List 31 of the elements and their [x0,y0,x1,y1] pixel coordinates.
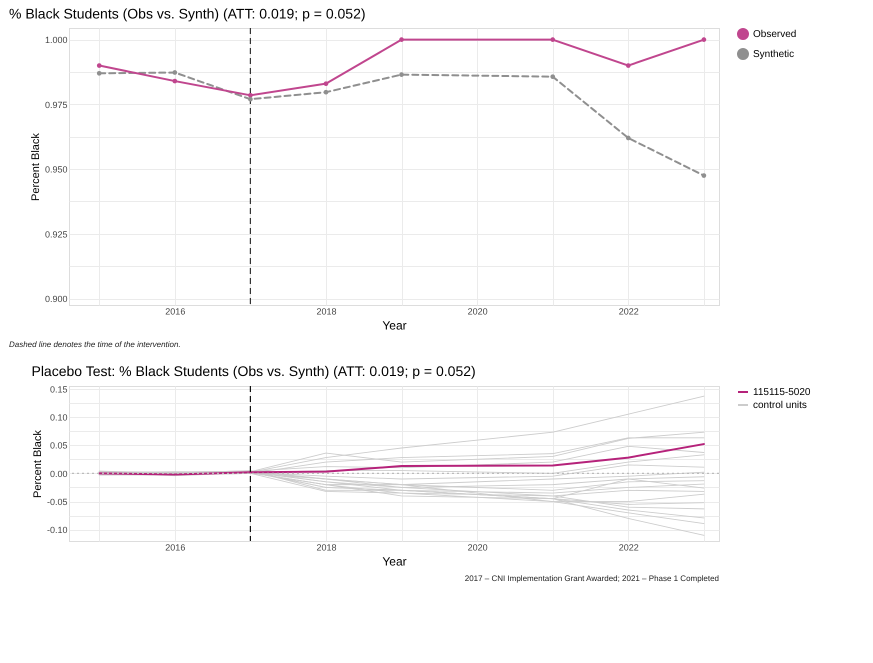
x-tick-label: 2018 [316,542,336,552]
y-tick-label: -0.10 [46,525,68,536]
x-axis-title: Year [382,318,407,332]
x-tick-label: 2022 [618,542,639,552]
chart-title: % Black Students (Obs vs. Synth) (ATT: 0.019; p = 0.052) [9,5,366,22]
y-tick-label: 0.900 [44,294,68,304]
text: 2017 – CNI Implementation Grant Awarded; 2021 – Phase 1 Completed [464,574,719,583]
legend-label: control units [753,400,807,411]
y-tick-label: 1.000 [44,35,68,46]
text: Dashed line denotes the time of the intervention. [9,340,181,349]
y-axis-title: Percent Black [32,430,44,498]
y-axis-title: Percent Black [30,132,42,201]
chart-title: Placebo Test: % Black Students (Obs vs. Synth) (ATT: 0.019; p = 0.052) [31,362,476,379]
y-tick-label: 0.975 [44,100,68,110]
y-tick-label: -0.05 [46,497,68,508]
y-tick-label: 0.925 [44,229,68,240]
legend-label: Synthetic [753,49,794,60]
y-tick-label: 0.00 [50,468,68,479]
x-tick-label: 2018 [316,306,336,316]
y-tick-label: 0.15 [50,384,68,394]
x-tick-label: 2020 [468,306,488,316]
y-tick-label: 0.10 [50,412,68,422]
x-tick-label: 2016 [165,542,186,552]
y-tick-label: 0.05 [50,440,68,451]
legend-label: 115115-5020 [753,387,811,398]
legend-label: Observed [753,29,796,40]
x-tick-label: 2020 [468,542,488,552]
y-tick-label: 0.950 [44,164,68,175]
x-tick-label: 2022 [618,306,639,316]
x-tick-label: 2016 [165,306,186,316]
x-axis-title: Year [382,554,407,568]
